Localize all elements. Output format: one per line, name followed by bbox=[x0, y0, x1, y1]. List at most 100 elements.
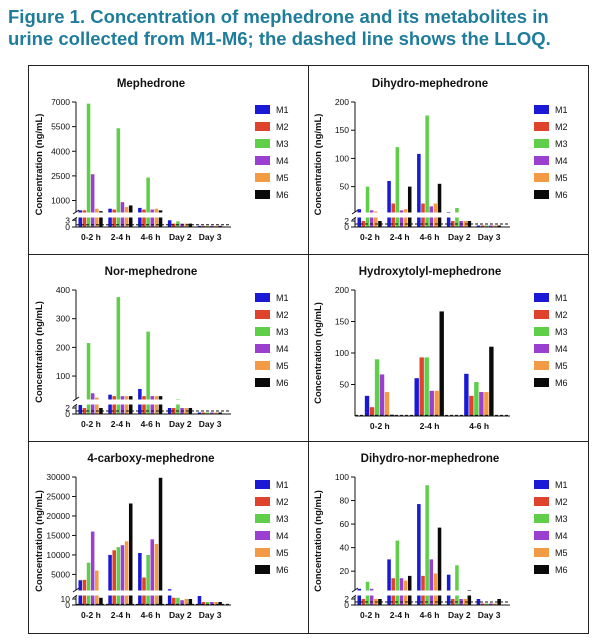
bar-m3-4-6-h bbox=[425, 485, 429, 605]
y-tick-label: 400 bbox=[56, 285, 70, 295]
bar-m6-4-6-h bbox=[489, 346, 494, 416]
bar-m6-2-4-h bbox=[407, 186, 412, 227]
legend-swatch-m3 bbox=[255, 514, 270, 523]
bar-m3-4-6-h bbox=[146, 331, 150, 414]
y-tick-label: 150 bbox=[335, 317, 349, 327]
legend-label-m3: M3 bbox=[555, 139, 568, 149]
y-tick-label: 100 bbox=[335, 348, 349, 358]
bar-m3-2-4-h bbox=[116, 128, 121, 227]
bar-m1-0-2-h bbox=[364, 395, 370, 416]
legend-swatch-m1 bbox=[255, 105, 270, 114]
bar-m4-4-6-h bbox=[150, 539, 155, 605]
x-tick-label: 4-6 h bbox=[141, 419, 161, 429]
bar-m5-0-2-h bbox=[384, 392, 390, 416]
x-tick-label: 4-6 h bbox=[141, 232, 161, 242]
bar-m6-0-2-h bbox=[99, 597, 103, 605]
bar-m2-2-4-h bbox=[112, 209, 116, 227]
axis-break-gap bbox=[77, 590, 230, 596]
x-tick-label: 0-2 h bbox=[81, 419, 101, 429]
bar-m4-day-2 bbox=[180, 600, 184, 605]
legend-label-m6: M6 bbox=[276, 565, 289, 575]
y-tick-label: 3 bbox=[65, 215, 70, 225]
bar-m3-2-4-h bbox=[116, 297, 121, 414]
y-tick-label: 300 bbox=[56, 314, 70, 324]
bar-m4-2-4-h bbox=[429, 390, 434, 416]
bar-m3-2-4-h bbox=[395, 147, 400, 227]
legend-label-m3: M3 bbox=[555, 327, 568, 337]
bar-m3-0-2-h bbox=[365, 186, 370, 227]
bar-m6-0-2-h bbox=[378, 599, 382, 605]
bar-m6-4-6-h bbox=[437, 183, 442, 227]
chart-panel-nor-mephedrone: Nor-mephedrone Concentration (ng/mL) 100 20… bbox=[29, 254, 307, 440]
y-tick-label: 80 bbox=[340, 496, 350, 506]
bar-m6-4-6-h bbox=[158, 477, 163, 605]
chart-title: Hydroxytolyl-mephedrone bbox=[359, 266, 502, 278]
y-tick-label: 10 bbox=[61, 594, 71, 604]
chart-dihydro-mephedrone: Dihydro-mephedrone Concentration (ng/mL) 5… bbox=[313, 78, 568, 242]
legend-swatch-m6 bbox=[255, 565, 270, 574]
legend-swatch-m4 bbox=[534, 344, 549, 353]
x-tick-label: 0-2 h bbox=[360, 232, 380, 242]
bar-m3-4-6-h bbox=[425, 115, 429, 227]
bar-m6-day-2 bbox=[188, 408, 193, 414]
bar-m4-day-3 bbox=[210, 412, 214, 414]
x-tick-label: 2-4 h bbox=[111, 419, 131, 429]
x-tick-label: 0-2 h bbox=[360, 610, 380, 620]
y-tick-label: 50 bbox=[340, 182, 350, 192]
bar-m4-2-4-h bbox=[120, 545, 125, 605]
legend-label-m4: M4 bbox=[555, 156, 568, 166]
bar-m4-4-6-h bbox=[479, 392, 484, 416]
bar-m5-4-6-h bbox=[433, 573, 438, 605]
legend-swatch-m5 bbox=[255, 173, 270, 182]
bar-m2-2-4-h bbox=[112, 550, 116, 605]
bar-m2-4-6-h bbox=[142, 209, 146, 227]
legend-label-m5: M5 bbox=[555, 361, 568, 371]
bar-m3-4-6-h bbox=[146, 177, 150, 227]
bar-m4-4-6-h bbox=[429, 559, 434, 605]
x-tick-label: 0-2 h bbox=[81, 610, 101, 620]
legend-swatch-m2 bbox=[534, 310, 549, 319]
bar-m5-day-3 bbox=[214, 602, 218, 605]
y-axis-label: Concentration (ng/mL) bbox=[34, 114, 45, 216]
bar-m6-4-6-h bbox=[158, 210, 163, 227]
x-tick-label: 0-2 h bbox=[81, 232, 101, 242]
bar-m6-day-3 bbox=[218, 225, 222, 227]
x-tick-label: Day 2 bbox=[169, 419, 192, 429]
legend-swatch-m6 bbox=[534, 565, 549, 574]
bar-m1-day-2 bbox=[167, 220, 172, 227]
legend-swatch-m5 bbox=[534, 173, 549, 182]
legend-label-m1: M1 bbox=[276, 480, 289, 490]
bar-m5-2-4-h bbox=[124, 396, 129, 414]
legend-label-m2: M2 bbox=[555, 122, 568, 132]
bar-m4-2-4-h bbox=[399, 210, 404, 227]
y-tick-label: 25000 bbox=[46, 491, 70, 501]
y-tick-label: 0 bbox=[65, 600, 70, 610]
x-tick-label: 2-4 h bbox=[111, 610, 131, 620]
x-tick-label: 0-2 h bbox=[370, 421, 390, 431]
y-tick-label: 2500 bbox=[51, 171, 70, 181]
chart-title: Nor-mephedrone bbox=[105, 266, 198, 278]
legend-label-m1: M1 bbox=[276, 105, 289, 115]
chart-4-carboxy-mephedrone: 4-carboxy-mephedrone Concentration (ng/mL… bbox=[34, 453, 289, 620]
legend-label-m5: M5 bbox=[276, 173, 289, 183]
figure-title-line-1: Figure 1. Concentration of mephedrone an… bbox=[8, 6, 549, 27]
legend-label-m3: M3 bbox=[276, 514, 289, 524]
bar-m4-day-3 bbox=[210, 602, 214, 605]
x-tick-label: Day 3 bbox=[478, 610, 501, 620]
legend-swatch-m1 bbox=[534, 480, 549, 489]
bar-m6-day-2 bbox=[467, 590, 472, 605]
bar-m2-day-3 bbox=[480, 225, 485, 227]
y-tick-label: 100 bbox=[335, 153, 349, 163]
y-tick-label: 30000 bbox=[46, 472, 70, 482]
bar-m1-day-3 bbox=[197, 596, 202, 605]
axis-break-gap bbox=[356, 212, 509, 218]
legend-label-m4: M4 bbox=[555, 531, 568, 541]
legend-label-m3: M3 bbox=[276, 327, 289, 337]
legend-swatch-m3 bbox=[534, 139, 549, 148]
y-tick-label: 100 bbox=[335, 472, 349, 482]
legend-swatch-m5 bbox=[534, 361, 549, 370]
legend-label-m4: M4 bbox=[276, 156, 289, 166]
y-tick-label: 5000 bbox=[51, 569, 70, 579]
legend-label-m5: M5 bbox=[276, 548, 289, 558]
